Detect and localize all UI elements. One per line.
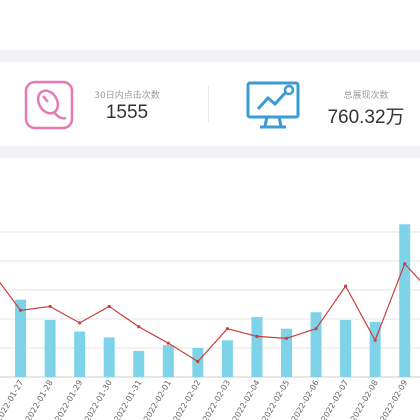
x-tick-label: 2022-02-03 [201,379,232,420]
x-tick-label: 2022-01-30 [83,379,114,420]
x-tick-label: 2022-02-07 [319,379,350,420]
x-tick-label: 2022-02-05 [260,379,291,420]
stats-card: 30日内点击次数 1555 总展现次数 760.32万 [0,62,420,146]
x-tick-label: 2022-02-01 [142,379,173,420]
bar-2022-02-08 [369,321,381,377]
stat-clicks-value: 1555 [105,102,149,123]
line-point-2022-01-30 [107,304,111,309]
line-point-2022-02-08 [373,338,377,342]
line-point-2022-01-27 [18,308,23,312]
stat-clicks: 30日内点击次数 1555 [0,62,210,146]
x-tick-label: 2022-02-08 [349,379,380,420]
stat-impressions-value: 760.32万 [327,107,405,128]
x-tick-label: 2022-01-27 [0,379,25,420]
trend-chart: 2022-01-272022-01-282022-01-292022-01-30… [0,224,420,420]
line-point-2022-01-31 [137,325,141,329]
line-series [0,262,420,363]
bar-2022-01-31 [133,350,145,377]
line-point-2022-02-02 [196,359,200,364]
mouse-icon [24,80,74,130]
line-point-2022-02-04 [255,334,259,338]
monitor-chart-icon [246,80,302,130]
x-tick-label: 2022-02-06 [290,379,321,420]
bar-2022-01-27 [15,299,27,377]
bar-2022-02-06 [310,312,322,377]
line-point-2022-02-09 [403,262,407,266]
bar-2022-01-29 [74,331,86,377]
line-point-2022-02-07 [344,284,348,288]
bar-2022-01-28 [44,319,56,377]
bar-2022-02-07 [340,319,352,377]
line-point-2022-02-03 [225,327,229,331]
bar-2022-02-09 [399,224,411,377]
bar-2022-02-05 [281,328,292,377]
x-tick-label: 2022-01-31 [112,379,143,420]
stat-impressions: 总展现次数 760.32万 [210,62,420,146]
bar-2022-02-04 [251,317,263,377]
line-point-2022-01-29 [78,321,82,325]
line-point-2022-02-01 [166,341,170,345]
x-tick-label: 2022-01-28 [24,379,55,420]
x-tick-label: 2022-02-09 [378,379,409,420]
line-point-2022-01-28 [48,304,52,309]
line-point-2022-02-05 [284,336,289,340]
bar-2022-02-01 [162,345,174,377]
x-tick-label: 2022-02-04 [231,379,262,420]
bar-2022-02-03 [221,340,233,377]
bar-2022-01-30 [103,337,115,377]
x-tick-label: 2022-02-02 [172,379,203,420]
stat-clicks-label: 30日内点击次数 [94,91,160,101]
chart-card: 2022-01-27 2022-01-28 2022-01-29 2022-01-30… [0,158,420,420]
top-header-strip [0,0,420,50]
line-point-2022-02-06 [314,327,318,331]
divider [208,86,209,122]
stat-impressions-label: 总展现次数 [343,91,389,101]
x-tick-label: 2022-01-29 [53,379,84,420]
